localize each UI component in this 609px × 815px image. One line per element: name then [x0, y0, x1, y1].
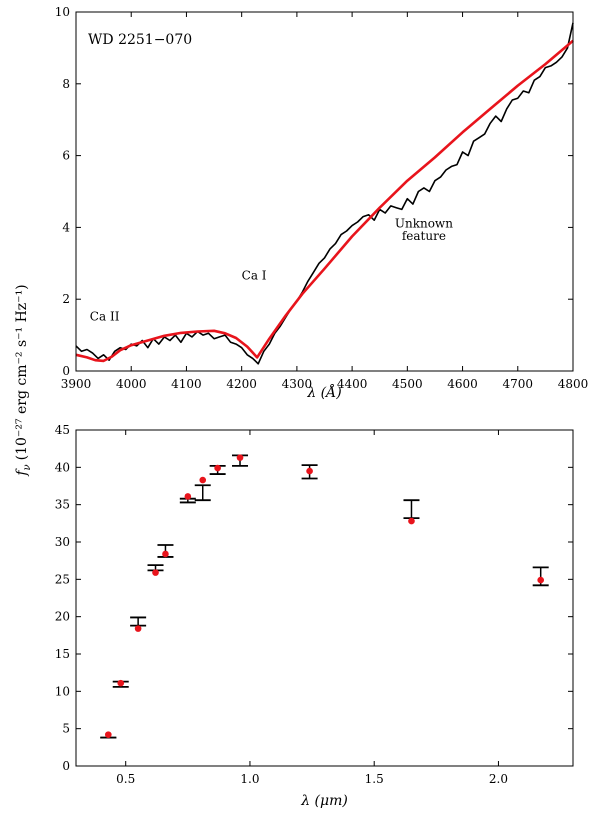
spectrum-x-tick-label: 4500 — [392, 377, 423, 391]
photometry-point — [152, 569, 159, 576]
spectrum-series-layer — [75, 22, 574, 365]
photometry-point — [306, 467, 313, 475]
spectrum-plot-frame — [75, 11, 574, 372]
spectrum-x-tick-label: 4800 — [558, 377, 589, 391]
photometry-plot-frame — [75, 429, 574, 767]
spectrum-object-label: WD 2251−070 — [88, 32, 192, 48]
photometry-point — [214, 464, 221, 472]
photometry-point — [236, 454, 244, 461]
spectrum-panel: 3900 4000 4100 4200 4300 4400 4500 4600 4700 4800… — [55, 5, 589, 401]
shared-y-axis-label: fν (10⁻²⁷ erg cm⁻² s⁻¹ Hz⁻¹) — [14, 284, 33, 476]
spectrum-x-tick-label: 4000 — [116, 377, 147, 391]
photometry-ticks: 0.5 1.0 1.5 2.0 0 5 10 15 20 25 30 35 40 45 — [55, 423, 573, 786]
spectrum-y-tick-label: 2 — [62, 292, 70, 306]
photometry-y-tick-label: 10 — [55, 684, 70, 698]
spectrum-annotation: Unknown — [395, 216, 453, 230]
photometry-point — [199, 476, 207, 484]
spectrum-x-tick-label: 3900 — [61, 377, 92, 391]
photometry-y-tick-label: 30 — [55, 535, 70, 549]
photometry-y-tick-label: 40 — [55, 460, 70, 474]
photometry-x-tick-label: 2.0 — [489, 772, 508, 786]
photometry-y-tick-label: 45 — [55, 423, 70, 437]
photometry-error-bar — [194, 484, 211, 502]
spectrum-y-tick-label: 4 — [62, 220, 70, 234]
photometry-x-axis-label: λ (μm) — [300, 793, 348, 809]
spectrum-annotation: Ca I — [242, 268, 267, 282]
y-axis-subscript: ν — [22, 464, 33, 470]
photometry-y-tick-label: 5 — [62, 722, 70, 736]
spectrum-y-tick-label: 6 — [62, 149, 70, 163]
spectrum-x-tick-label: 4300 — [282, 377, 313, 391]
spectrum-annotation: feature — [402, 229, 446, 243]
photometry-point — [117, 679, 125, 687]
spectrum-x-tick-label: 4100 — [171, 377, 202, 391]
y-axis-symbol: f — [14, 468, 30, 477]
spectrum-x-tick-label: 4700 — [503, 377, 534, 391]
spectrum-y-tick-label: 8 — [62, 77, 70, 91]
spectrum-x-tick-label: 4600 — [447, 377, 478, 391]
spectrum-x-tick-label: 4400 — [337, 377, 368, 391]
spectrum-y-tick-label: 0 — [62, 364, 70, 378]
spectrum-x-tick-label: 4200 — [226, 377, 257, 391]
spectrum-annotation: Ca II — [90, 310, 120, 324]
photometry-y-tick-label: 25 — [55, 572, 70, 586]
photometry-point — [537, 576, 544, 584]
spectrum-ticks: 3900 4000 4100 4200 4300 4400 4500 4600 4700 4800… — [55, 5, 589, 391]
photometry-y-tick-label: 15 — [55, 647, 70, 661]
photometry-point — [134, 625, 142, 632]
photometry-x-tick-label: 1.0 — [240, 772, 259, 786]
photometry-point — [105, 731, 112, 738]
photometry-point — [408, 517, 415, 525]
photometry-y-tick-label: 35 — [55, 498, 70, 512]
spectrum-y-tick-label: 10 — [55, 5, 70, 19]
model-spectrum-line — [75, 39, 574, 363]
photometry-error-bar — [130, 616, 147, 627]
photometry-y-tick-label: 20 — [55, 610, 70, 624]
y-axis-units: (10⁻²⁷ erg cm⁻² s⁻¹ Hz⁻¹) — [14, 284, 30, 460]
photometry-x-tick-label: 1.5 — [365, 772, 384, 786]
photometry-panel: 0.5 1.0 1.5 2.0 0 5 10 15 20 25 30 35 40 45 λ (μm) — [55, 423, 574, 809]
photometry-y-tick-label: 0 — [62, 759, 70, 773]
photometry-error-bar — [403, 499, 420, 520]
observed-spectrum-line — [75, 22, 574, 365]
photometry-point — [184, 493, 192, 500]
spectrum-x-axis-label: λ (Å) — [306, 383, 341, 401]
photometry-point — [162, 550, 169, 558]
photometry-series-layer — [100, 454, 549, 739]
photometry-x-tick-label: 0.5 — [116, 772, 135, 786]
